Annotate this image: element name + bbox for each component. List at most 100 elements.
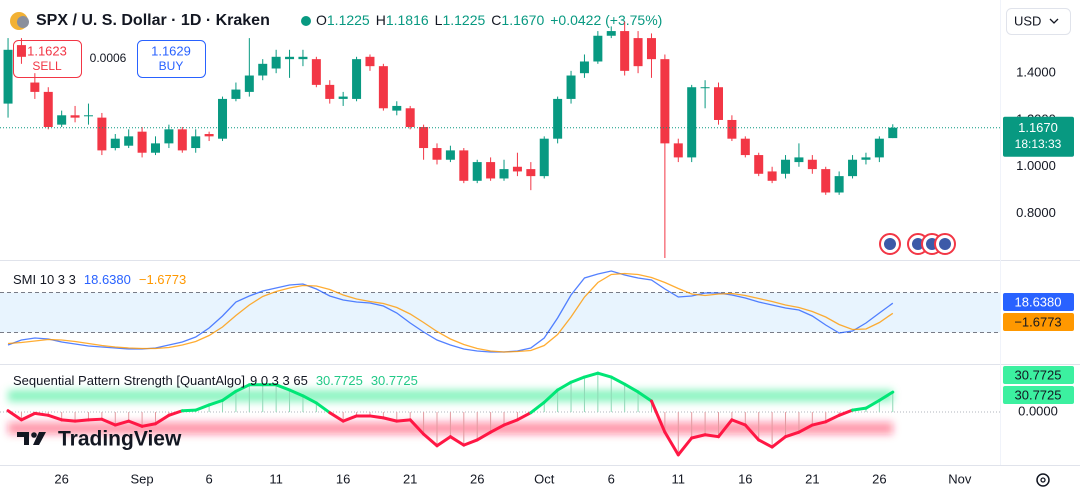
logo-icon [33,432,46,445]
strength-line [703,433,720,439]
buy-price[interactable]: 1.1629 [151,43,191,58]
buy-label[interactable]: BUY [159,59,184,73]
candle-body [713,87,723,120]
sell-price[interactable]: 1.1623 [27,43,67,58]
candle-body [660,59,670,144]
strength-line [864,398,881,410]
candle-body [687,87,697,158]
x-tick-label: 26 [872,471,886,486]
strength-line [851,406,868,412]
countdown: 18:13:33 [1015,137,1062,151]
candle-body [888,127,898,139]
strength-line [448,435,466,447]
strength-line [837,408,855,417]
indicator-legend: SMI 10 3 3 18.6380 −1.6773 [13,272,186,287]
settings-icon[interactable] [1040,477,1046,483]
strength-line [153,413,171,426]
strength-line [649,399,667,434]
candle-body [472,162,482,181]
sell-button[interactable] [13,40,82,78]
strength-line [770,435,788,449]
x-tick-label: 11 [672,471,686,486]
strength-line [462,438,479,447]
strength-line [341,414,359,423]
buy-button[interactable] [137,40,206,78]
logo-text: TradingView [58,428,182,451]
candle-body [124,136,134,146]
strength-line [569,375,586,384]
y-tick-label: 1.0000 [1016,158,1056,173]
strength-line [301,394,318,405]
legend-value: 30.7725 [316,373,363,388]
price-change: +0.0422 (+3.75%) [550,12,662,28]
strength-line [73,418,90,423]
strength-line [6,409,23,422]
strength-line [100,417,117,427]
strength-line [596,371,613,379]
strength-line [113,419,131,427]
strength-line [676,436,694,457]
market-status [301,16,311,26]
candle-body [834,176,844,193]
candle-body [137,131,147,153]
currency-label[interactable]: USD [1014,13,1041,28]
value-box [1003,293,1074,311]
candle-body [781,159,791,174]
symbol-icon [17,16,29,28]
candle-body [821,169,831,193]
strength-line [623,382,640,394]
strength-line [475,430,493,442]
strength-line [582,371,600,379]
strength-line [180,408,198,413]
strength-line [194,403,211,412]
candle-body [553,98,563,139]
candle-body [30,82,40,92]
ohlc-value: 1.1816 [386,12,429,28]
indicator-title: Sequential Pattern Strength [QuantAlgo] [13,373,245,388]
x-tick-label: 26 [470,471,484,486]
strength-line [408,418,426,436]
ohlc-key: C [491,12,501,28]
candle-body [43,91,53,127]
candle-body [352,59,362,99]
strength-line [743,423,761,442]
candle-body [218,98,228,139]
candle-body [794,157,804,163]
event-flags[interactable] [879,233,956,255]
legend-value: 18.6380 [84,272,131,287]
indicator-title: SMI 10 3 3 [13,272,76,287]
strength-line [381,416,399,423]
candle-body [579,61,589,74]
symbol-title: SPX / U. S. Dollar · 1D · Kraken [36,12,270,29]
strength-line [60,418,77,423]
ohlc-value: 1.1225 [327,12,370,28]
x-tick-label: 26 [54,471,68,486]
candle-body [526,169,536,177]
candle-body [767,171,777,181]
strength-line [435,435,452,448]
settings-icon[interactable] [1036,473,1050,487]
indicator-legend: Sequential Pattern Strength [QuantAlgo] 9… [13,373,418,388]
candle-body [16,45,26,57]
strength-line [234,383,251,393]
x-tick-label: 21 [403,471,417,486]
x-tick-label: 6 [608,471,615,486]
candle-body [3,49,13,104]
currency-button[interactable] [1006,8,1071,35]
strength-line [140,422,157,428]
candle-body [432,148,442,160]
sell-label[interactable]: SELL [32,59,62,73]
candle-body [512,166,522,172]
ohlc-values: O1.1225 H1.1816 L1.1225 C1.1670 +0.0422 (+3.… [316,12,662,28]
candle-body [606,31,616,36]
candle-body [673,143,683,158]
strength-line [542,388,560,404]
x-tick-label: Nov [948,471,972,486]
candle-body [848,159,858,177]
strength-line [797,423,814,434]
strength-line [46,413,64,422]
candle-body [754,155,764,174]
chevron [1049,18,1059,24]
candle-body [727,119,737,139]
candle-body [499,169,509,179]
